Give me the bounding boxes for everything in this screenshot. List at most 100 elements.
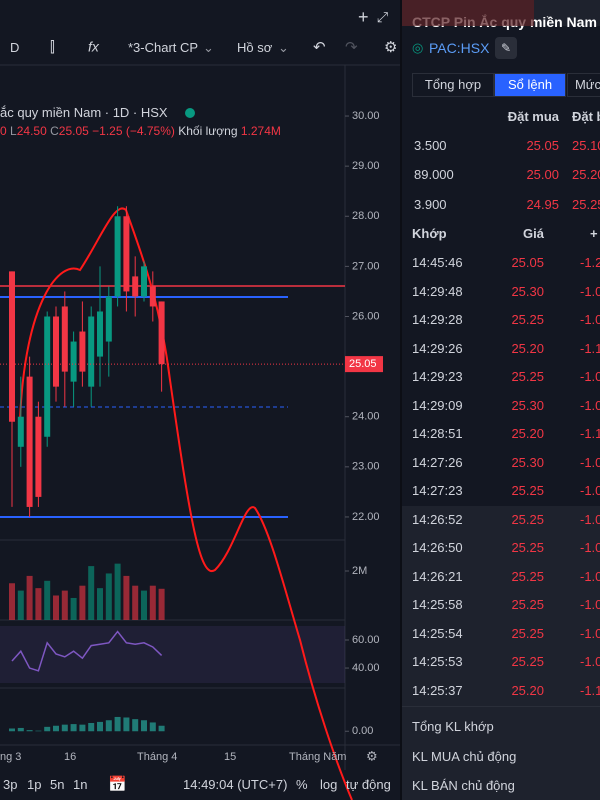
volume-bar (61, 590, 68, 620)
clock: 14:49:04 (UTC+7) (183, 777, 288, 792)
candle-body (9, 271, 15, 422)
macd-bar (149, 722, 156, 732)
settings-icon[interactable]: ⚙ (384, 39, 397, 56)
y-tick-label: 40.00 (352, 662, 380, 674)
volume-bar (114, 563, 121, 620)
candle-body (105, 296, 112, 342)
candle-body (123, 216, 130, 292)
y-tick-label: 28.00 (352, 210, 380, 222)
trade-price: 25.25 (511, 369, 544, 384)
trade-price: 25.25 (511, 625, 544, 641)
trade-time: 14:27:23 (412, 483, 463, 498)
y-tick-label: 26.00 (352, 310, 380, 322)
trade-change: -1.0 (580, 511, 600, 527)
interval[interactable]: D (10, 40, 20, 55)
y-tick-label: 30.00 (352, 110, 380, 122)
volume-bar (35, 588, 42, 620)
macd-bar (114, 716, 121, 732)
bid-price: 25.00 (526, 167, 559, 182)
candle-body (17, 416, 24, 447)
x-axis-label: Tháng Năm (289, 751, 346, 763)
trade-change: -1.0 (580, 597, 600, 612)
trades-header: Khớp (412, 226, 447, 241)
volume-bar (9, 583, 15, 620)
auto-toggle[interactable]: tự động (346, 777, 391, 792)
order-book: Đặt mua Đặt b 3.500 25.05 25.10 89.000 25.00 25… (402, 0, 600, 212)
trade-change: -1.1 (580, 682, 600, 698)
candle-body (26, 376, 33, 507)
ask-price: 25.10 (572, 138, 600, 153)
edit-button[interactable]: ✎ (495, 37, 517, 59)
macd-bar (105, 720, 112, 732)
legend-values: 0 L24.50 C25.05 −1.25 (−4.75%) Khối lượn… (0, 123, 281, 139)
trade-price: 25.05 (511, 255, 544, 270)
change: −1.25 (−4.75%) (92, 124, 175, 138)
chevron: ⌄ (278, 40, 289, 55)
trade-time: 14:29:48 (412, 283, 463, 299)
chart: + ⤢ ⫿ fx ↶ ↷ ⚙ ⚙ 📅 30.00 29.00 28.00 27.00 2… (0, 7, 400, 800)
add-icon[interactable]: + (358, 7, 369, 27)
calendar-icon[interactable]: 📅 (108, 775, 127, 793)
trades: Khớp Giá +14:45:46 25.05 -1.2 14:29:48 25.30 -1… (402, 26, 600, 793)
profile-menu[interactable]: Hồ sơ (237, 40, 273, 55)
trades-header: + (590, 226, 598, 241)
redo-icon[interactable]: ↷ (345, 39, 358, 56)
trade-time: 14:26:21 (412, 568, 463, 584)
macd-bar (17, 727, 24, 732)
candle-body (35, 416, 42, 497)
y-tick-label: 22.00 (352, 511, 380, 523)
trade-time: 14:26:52 (412, 511, 463, 527)
candle-body (53, 316, 59, 387)
trade-change: -1.0 (580, 397, 600, 413)
low: 24.50 (16, 124, 47, 138)
undo-icon[interactable]: ↶ (313, 39, 326, 56)
trade-time: 14:29:23 (412, 369, 463, 384)
volume-bar (53, 595, 59, 620)
summary-label: Tổng KL khớp (412, 719, 494, 734)
volume-bar (123, 575, 130, 620)
macd-bar (44, 726, 51, 732)
range-button[interactable]: 3p (3, 777, 18, 792)
macd-bar (132, 719, 139, 732)
trade-price: 25.20 (511, 426, 544, 441)
axis-settings-icon[interactable]: ⚙ (366, 748, 378, 763)
log-toggle[interactable]: log (320, 777, 338, 792)
trade-time: 14:25:54 (412, 625, 463, 641)
hand-drawing (19, 207, 353, 800)
candle-icon[interactable]: ⫿ (50, 39, 55, 56)
volume-bar (26, 575, 33, 620)
symbol-icon: ◎ (412, 40, 424, 55)
y-tick-label: 60.00 (352, 634, 380, 646)
y-tick-label: 29.00 (352, 160, 380, 172)
trades-header: Giá (523, 226, 544, 241)
ask-price: 25.25 (572, 197, 600, 212)
summary-label: KL BÁN chủ động (412, 778, 515, 793)
range-button[interactable]: 5n (50, 777, 65, 792)
bid-price: 24.95 (526, 197, 559, 212)
tab[interactable]: Tổng hợp (412, 73, 494, 97)
range-button[interactable]: 1p (27, 777, 42, 792)
symbol[interactable]: PAC:HSX (429, 40, 490, 56)
trade-time: 14:25:53 (412, 654, 463, 669)
ask-price: 25.20 (572, 167, 600, 182)
tab[interactable]: Sổ lệnh (494, 73, 566, 97)
candle-body (132, 276, 139, 297)
trade-change: -1.1 (580, 340, 600, 356)
macd-bar (97, 721, 103, 732)
volume-bar (70, 597, 77, 620)
book-header: Đặt mua (507, 109, 559, 124)
layout-menu[interactable]: *3-Chart CP (128, 40, 199, 55)
price-tag-label: 25.05 (349, 358, 377, 370)
legend-title: ắc quy miền Nam · 1D · HSX (0, 105, 168, 120)
trade-time: 14:29:26 (412, 340, 463, 356)
fx-icon[interactable]: fx (88, 39, 100, 55)
tab[interactable]: Mức (567, 73, 600, 97)
expand-icon[interactable]: ⤢ (377, 9, 388, 25)
macd-bar (26, 730, 33, 732)
trade-price: 25.25 (511, 568, 544, 584)
candle-body (158, 301, 165, 365)
status-dot (185, 108, 195, 118)
percent-toggle[interactable]: % (296, 777, 308, 792)
range-button[interactable]: 1n (73, 777, 88, 792)
trade-time: 14:28:51 (412, 426, 463, 441)
